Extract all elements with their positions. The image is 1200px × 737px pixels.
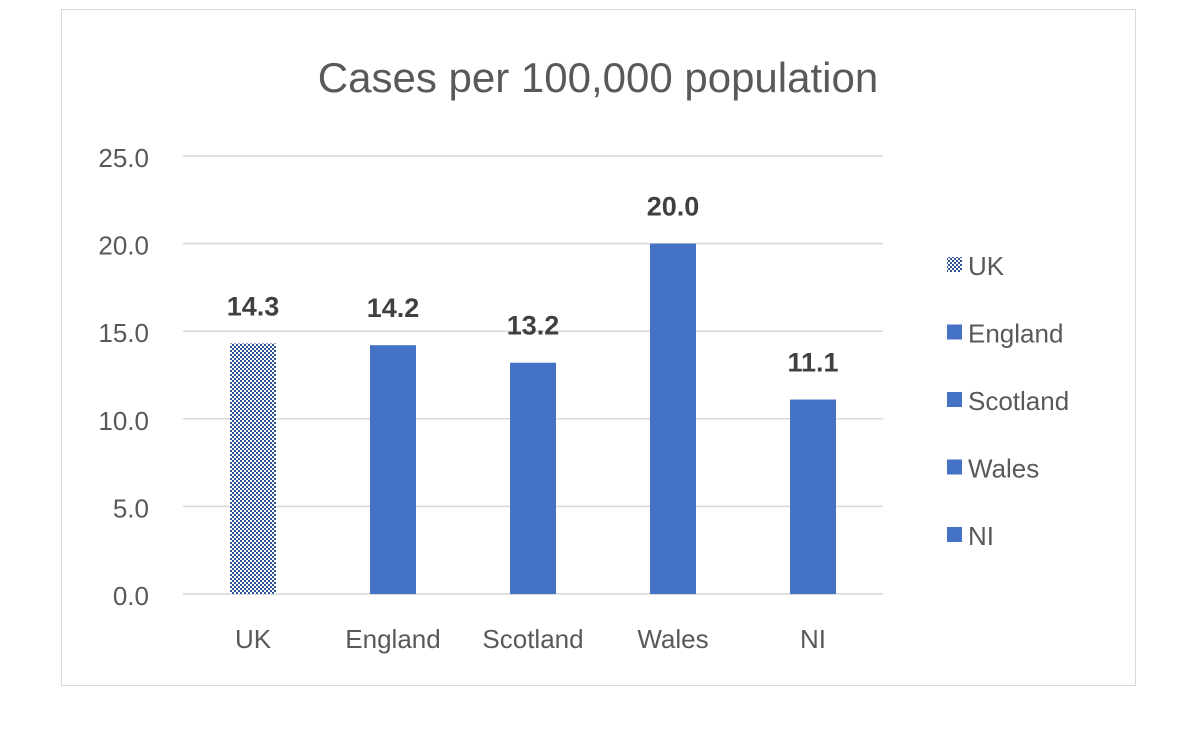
x-axis-ticks: UK England Scotland Wales NI — [235, 624, 826, 654]
y-tick-label: 10.0 — [98, 406, 149, 436]
x-tick-label: England — [345, 624, 440, 654]
data-label: 14.3 — [227, 291, 280, 321]
legend-entry: NI — [968, 521, 994, 551]
data-labels: 14.3 14.2 13.2 20.0 11.1 — [227, 192, 839, 378]
bar-wales — [650, 243, 696, 594]
y-tick-label: 5.0 — [113, 493, 149, 523]
y-tick-label: 20.0 — [98, 231, 149, 261]
bar-england — [370, 345, 416, 594]
chart-title: Cases per 100,000 population — [318, 54, 878, 101]
legend-swatch — [947, 257, 962, 272]
bar-ni — [790, 399, 836, 594]
y-tick-label: 25.0 — [98, 143, 149, 173]
legend-entry: England — [968, 319, 1063, 349]
data-label: 11.1 — [787, 348, 838, 378]
legend-entry: UK — [968, 251, 1005, 281]
legend-entry: Scotland — [968, 386, 1069, 416]
legend-swatch — [947, 324, 962, 340]
legend-swatch — [947, 527, 962, 542]
x-tick-label: Wales — [637, 624, 708, 654]
y-axis-ticks: 0.0 5.0 10.0 15.0 20.0 25.0 — [98, 143, 149, 611]
x-tick-label: Scotland — [482, 624, 583, 654]
bars — [230, 243, 836, 594]
y-tick-label: 15.0 — [98, 318, 149, 348]
data-label: 14.2 — [367, 293, 420, 323]
x-tick-label: NI — [800, 624, 826, 654]
bar-scotland — [510, 362, 556, 594]
legend-entry: Wales — [968, 454, 1039, 484]
legend: UK England Scotland Wales NI — [947, 251, 1069, 551]
legend-swatch — [947, 392, 962, 407]
data-label: 20.0 — [647, 192, 700, 222]
legend-swatch — [947, 459, 962, 475]
gridlines — [183, 155, 883, 595]
y-tick-label: 0.0 — [113, 581, 149, 611]
bar-uk — [230, 343, 276, 594]
data-label: 13.2 — [507, 311, 560, 341]
x-tick-label: UK — [235, 624, 272, 654]
